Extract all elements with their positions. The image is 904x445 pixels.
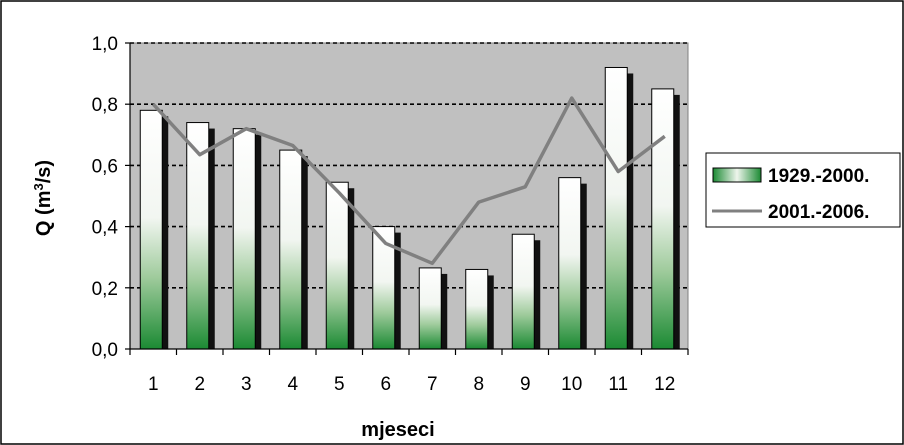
legend: 1929.-2000. 2001.-2006. — [705, 152, 901, 228]
x-tick-label-9: 9 — [520, 374, 531, 395]
bar-10 — [558, 177, 582, 350]
legend-box — [705, 152, 901, 228]
y-tick-label-4: 0,8 — [92, 95, 118, 116]
x-tick-labels: 1 2 3 4 5 6 7 8 9 10 11 12 — [148, 374, 675, 395]
x-tick-label-5: 5 — [334, 374, 345, 395]
y-tick-label-1: 0,2 — [92, 279, 118, 300]
bar-series — [139, 66, 680, 350]
y-tick-label-2: 0,4 — [92, 218, 119, 239]
y-tick-label-0: 0,0 — [92, 340, 118, 361]
bar-2 — [186, 122, 210, 350]
bar-1 — [139, 109, 163, 350]
bar-11 — [604, 66, 628, 350]
x-tick-label-7: 7 — [427, 374, 438, 395]
bar-5 — [325, 181, 349, 350]
y-axis-title: Q (m3/s) — [31, 160, 55, 236]
plot-area — [129, 42, 689, 350]
x-tick-label-10: 10 — [561, 374, 582, 395]
x-tick-label-11: 11 — [608, 374, 628, 395]
x-tick-label-8: 8 — [473, 374, 484, 395]
bar-7 — [418, 267, 442, 350]
legend-bar-swatch — [712, 167, 762, 183]
y-tick-label-3: 0,6 — [92, 156, 118, 177]
legend-label-line: 2001.-2006. — [768, 202, 869, 223]
y-tick-labels: 0,0 0,2 0,4 0,6 0,8 1,0 — [92, 34, 119, 361]
line-series — [151, 96, 666, 266]
y-tick-label-5: 1,0 — [92, 34, 118, 55]
x-tick-label-12: 12 — [654, 374, 675, 395]
series-line-2001-2006 — [151, 96, 666, 266]
x-tick-label-2: 2 — [194, 374, 205, 395]
x-tick-label-3: 3 — [241, 374, 252, 395]
bar-9 — [511, 233, 535, 350]
bar-4 — [279, 149, 303, 350]
gridlines — [130, 42, 688, 289]
axes — [125, 42, 689, 355]
x-tick-label-6: 6 — [380, 374, 391, 395]
legend-label-bars: 1929.-2000. — [768, 166, 869, 187]
bar-12 — [651, 88, 675, 350]
x-tick-label-1: 1 — [148, 374, 159, 395]
bar-8 — [465, 268, 489, 350]
bar-3 — [232, 128, 256, 350]
x-tick-label-4: 4 — [287, 374, 298, 395]
x-axis-title: mjeseci — [361, 419, 434, 441]
